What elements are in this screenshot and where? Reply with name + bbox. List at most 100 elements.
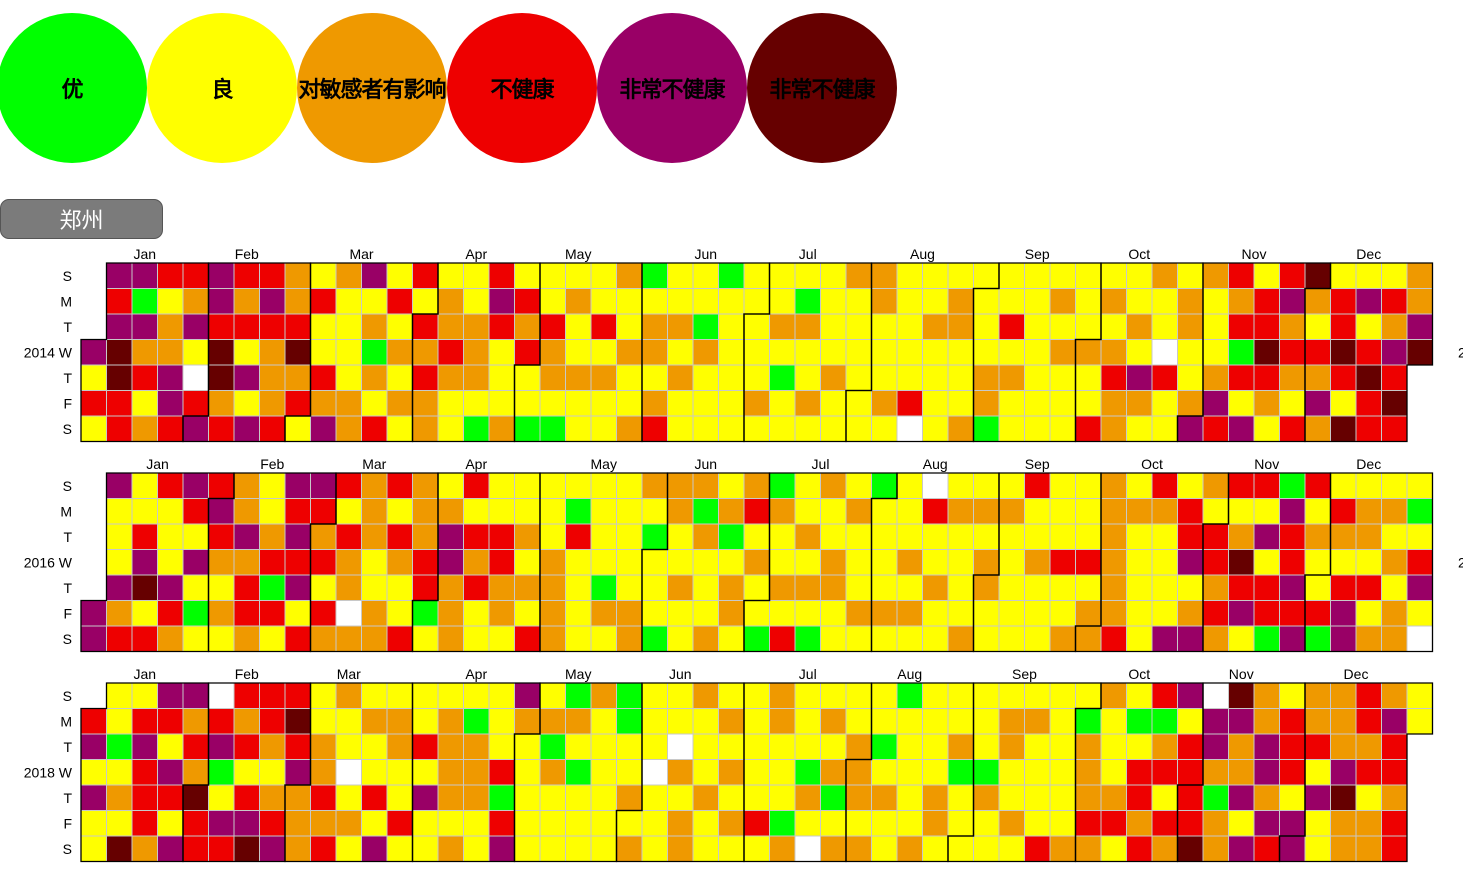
day-cell[interactable] bbox=[437, 600, 464, 627]
legend-sensitive[interactable]: 对敏感者有影响 bbox=[297, 13, 447, 163]
day-cell[interactable] bbox=[284, 784, 311, 811]
day-cell[interactable] bbox=[208, 784, 235, 811]
day-cell[interactable] bbox=[310, 784, 337, 811]
day-cell[interactable] bbox=[667, 600, 694, 627]
day-cell[interactable] bbox=[1151, 262, 1178, 289]
day-cell[interactable] bbox=[284, 625, 311, 652]
day-cell[interactable] bbox=[131, 625, 158, 652]
day-cell[interactable] bbox=[1228, 600, 1255, 627]
day-cell[interactable] bbox=[922, 682, 949, 709]
day-cell[interactable] bbox=[947, 835, 974, 862]
legend-hazardous[interactable]: 非常不健康 bbox=[747, 13, 897, 163]
day-cell[interactable] bbox=[667, 523, 694, 550]
day-cell[interactable] bbox=[1100, 625, 1127, 652]
day-cell[interactable] bbox=[412, 682, 439, 709]
day-cell[interactable] bbox=[1279, 835, 1306, 862]
day-cell[interactable] bbox=[488, 835, 515, 862]
day-cell[interactable] bbox=[361, 708, 388, 735]
day-cell[interactable] bbox=[973, 810, 1000, 837]
day-cell[interactable] bbox=[1228, 415, 1255, 442]
day-cell[interactable] bbox=[1279, 549, 1306, 576]
day-cell[interactable] bbox=[718, 574, 745, 601]
day-cell[interactable] bbox=[1100, 600, 1127, 627]
day-cell[interactable] bbox=[998, 574, 1025, 601]
day-cell[interactable] bbox=[131, 759, 158, 786]
day-cell[interactable] bbox=[361, 472, 388, 499]
day-cell[interactable] bbox=[922, 759, 949, 786]
day-cell[interactable] bbox=[1202, 784, 1229, 811]
day-cell[interactable] bbox=[616, 574, 643, 601]
day-cell[interactable] bbox=[922, 313, 949, 340]
day-cell[interactable] bbox=[1126, 498, 1153, 525]
day-cell[interactable] bbox=[871, 835, 898, 862]
day-cell[interactable] bbox=[718, 625, 745, 652]
day-cell[interactable] bbox=[361, 364, 388, 391]
day-cell[interactable] bbox=[1126, 682, 1153, 709]
day-cell[interactable] bbox=[1330, 288, 1357, 315]
day-cell[interactable] bbox=[386, 682, 413, 709]
day-cell[interactable] bbox=[284, 549, 311, 576]
day-cell[interactable] bbox=[335, 784, 362, 811]
day-cell[interactable] bbox=[820, 810, 847, 837]
day-cell[interactable] bbox=[386, 313, 413, 340]
day-cell[interactable] bbox=[769, 288, 796, 315]
day-cell[interactable] bbox=[1126, 759, 1153, 786]
day-cell[interactable] bbox=[692, 784, 719, 811]
day-cell[interactable] bbox=[157, 810, 184, 837]
day-cell[interactable] bbox=[769, 364, 796, 391]
day-cell[interactable] bbox=[565, 784, 592, 811]
day-cell[interactable] bbox=[208, 288, 235, 315]
day-cell[interactable] bbox=[1049, 313, 1076, 340]
day-cell[interactable] bbox=[1406, 472, 1433, 499]
day-cell[interactable] bbox=[539, 339, 566, 366]
day-cell[interactable] bbox=[794, 708, 821, 735]
day-cell[interactable] bbox=[947, 415, 974, 442]
day-cell[interactable] bbox=[973, 339, 1000, 366]
day-cell[interactable] bbox=[463, 390, 490, 417]
day-cell[interactable] bbox=[1202, 498, 1229, 525]
day-cell[interactable] bbox=[233, 708, 260, 735]
day-cell[interactable] bbox=[1228, 498, 1255, 525]
day-cell[interactable] bbox=[539, 625, 566, 652]
day-cell[interactable] bbox=[208, 708, 235, 735]
day-cell[interactable] bbox=[794, 549, 821, 576]
day-cell[interactable] bbox=[310, 835, 337, 862]
day-cell[interactable] bbox=[208, 523, 235, 550]
day-cell[interactable] bbox=[718, 600, 745, 627]
day-cell[interactable] bbox=[80, 733, 107, 760]
day-cell[interactable] bbox=[896, 549, 923, 576]
day-cell[interactable] bbox=[1228, 784, 1255, 811]
day-cell[interactable] bbox=[1228, 625, 1255, 652]
day-cell[interactable] bbox=[1177, 574, 1204, 601]
day-cell[interactable] bbox=[896, 498, 923, 525]
day-cell[interactable] bbox=[973, 415, 1000, 442]
day-cell[interactable] bbox=[488, 288, 515, 315]
day-cell[interactable] bbox=[820, 784, 847, 811]
day-cell[interactable] bbox=[743, 625, 770, 652]
day-cell[interactable] bbox=[1304, 733, 1331, 760]
day-cell[interactable] bbox=[386, 835, 413, 862]
day-cell[interactable] bbox=[131, 364, 158, 391]
day-cell[interactable] bbox=[692, 733, 719, 760]
day-cell[interactable] bbox=[794, 784, 821, 811]
day-cell[interactable] bbox=[1100, 523, 1127, 550]
day-cell[interactable] bbox=[1024, 810, 1051, 837]
day-cell[interactable] bbox=[514, 733, 541, 760]
day-cell[interactable] bbox=[1355, 600, 1382, 627]
day-cell[interactable] bbox=[922, 784, 949, 811]
day-cell[interactable] bbox=[667, 625, 694, 652]
day-cell[interactable] bbox=[437, 415, 464, 442]
day-cell[interactable] bbox=[947, 708, 974, 735]
day-cell[interactable] bbox=[922, 498, 949, 525]
day-cell[interactable] bbox=[1330, 339, 1357, 366]
day-cell[interactable] bbox=[769, 262, 796, 289]
day-cell[interactable] bbox=[514, 364, 541, 391]
day-cell[interactable] bbox=[1304, 262, 1331, 289]
day-cell[interactable] bbox=[616, 835, 643, 862]
day-cell[interactable] bbox=[412, 784, 439, 811]
day-cell[interactable] bbox=[182, 313, 209, 340]
day-cell[interactable] bbox=[565, 574, 592, 601]
day-cell[interactable] bbox=[208, 313, 235, 340]
day-cell[interactable] bbox=[743, 574, 770, 601]
day-cell[interactable] bbox=[131, 472, 158, 499]
